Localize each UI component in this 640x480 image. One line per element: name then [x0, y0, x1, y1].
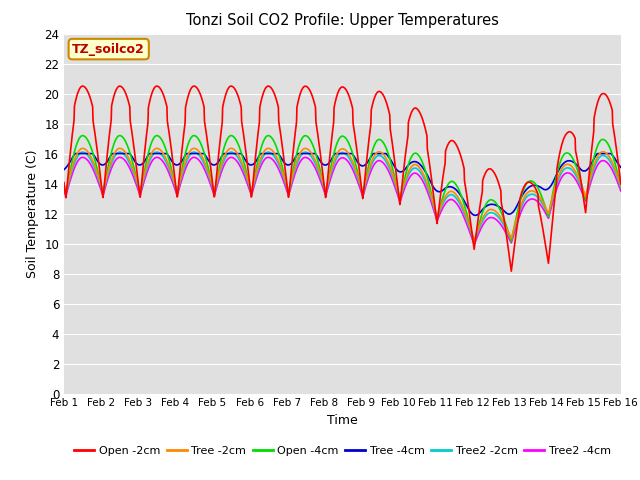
- Legend: Open -2cm, Tree -2cm, Open -4cm, Tree -4cm, Tree2 -2cm, Tree2 -4cm: Open -2cm, Tree -2cm, Open -4cm, Tree -4…: [70, 441, 615, 460]
- Title: Tonzi Soil CO2 Profile: Upper Temperatures: Tonzi Soil CO2 Profile: Upper Temperatur…: [186, 13, 499, 28]
- Text: TZ_soilco2: TZ_soilco2: [72, 43, 145, 56]
- Y-axis label: Soil Temperature (C): Soil Temperature (C): [26, 149, 38, 278]
- X-axis label: Time: Time: [327, 414, 358, 427]
